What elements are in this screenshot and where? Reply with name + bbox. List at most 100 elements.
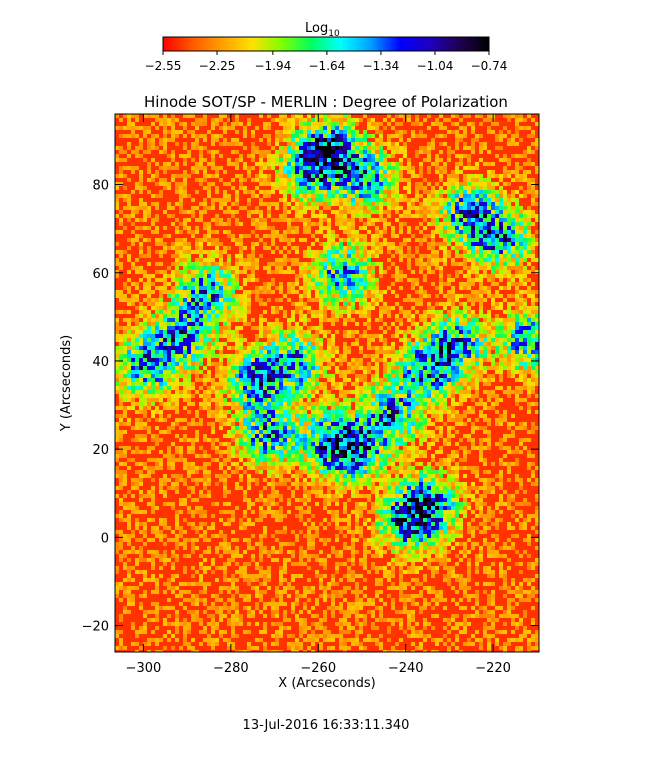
heatmap-cell (303, 238, 307, 242)
heatmap-cell (115, 354, 119, 358)
heatmap-cell (127, 194, 131, 198)
heatmap-cell (339, 242, 343, 246)
heatmap-cell (399, 198, 403, 202)
heatmap-cell (147, 142, 151, 146)
heatmap-cell (343, 190, 347, 194)
heatmap-cell (283, 166, 287, 170)
heatmap-cell (295, 326, 299, 330)
heatmap-cell (439, 202, 443, 206)
heatmap-cell (463, 242, 467, 246)
heatmap-cell (147, 314, 151, 318)
heatmap-cell (407, 310, 411, 314)
heatmap-cell (487, 358, 491, 362)
heatmap-cell (155, 378, 159, 382)
heatmap-cell (431, 326, 435, 330)
heatmap-cell (367, 334, 371, 338)
heatmap-cell (507, 302, 511, 306)
heatmap-cell (395, 134, 399, 138)
heatmap-cell (367, 274, 371, 278)
heatmap-cell (335, 370, 339, 374)
heatmap-cell (399, 362, 403, 366)
heatmap-cell (295, 322, 299, 326)
heatmap-cell (207, 346, 211, 350)
heatmap-cell (247, 294, 251, 298)
heatmap-cell (387, 154, 391, 158)
heatmap-cell (151, 230, 155, 234)
heatmap-cell (267, 338, 271, 342)
heatmap-cell (215, 294, 219, 298)
heatmap-cell (411, 198, 415, 202)
heatmap-cell (363, 354, 367, 358)
heatmap-cell (227, 126, 231, 130)
heatmap-cell (243, 234, 247, 238)
heatmap-cell (275, 354, 279, 358)
heatmap-cell (435, 226, 439, 230)
heatmap-cell (483, 274, 487, 278)
heatmap-cell (447, 322, 451, 326)
heatmap-cell (367, 242, 371, 246)
heatmap-cell (527, 342, 531, 346)
heatmap-cell (227, 218, 231, 222)
heatmap-cell (279, 362, 283, 366)
heatmap-cell (219, 262, 223, 266)
heatmap-cell (323, 234, 327, 238)
heatmap-cell (299, 374, 303, 378)
heatmap-cell (135, 286, 139, 290)
heatmap-cell (351, 302, 355, 306)
heatmap-cell (303, 302, 307, 306)
heatmap-cell (251, 366, 255, 370)
heatmap-cell (523, 322, 527, 326)
heatmap-cell (235, 302, 239, 306)
heatmap-cell (471, 166, 475, 170)
heatmap-cell (151, 314, 155, 318)
heatmap-cell (115, 294, 119, 298)
heatmap-cell (351, 142, 355, 146)
heatmap-cell (255, 298, 259, 302)
heatmap-cell (479, 146, 483, 150)
heatmap-cell (143, 322, 147, 326)
heatmap-cell (147, 278, 151, 282)
heatmap-cell (127, 178, 131, 182)
heatmap-cell (495, 290, 499, 294)
heatmap-cell (363, 274, 367, 278)
heatmap-cell (479, 334, 483, 338)
heatmap-cell (319, 318, 323, 322)
heatmap-cell (431, 322, 435, 326)
heatmap-cell (195, 190, 199, 194)
heatmap-cell (215, 290, 219, 294)
heatmap-cell (443, 198, 447, 202)
heatmap-cell (467, 182, 471, 186)
heatmap-cell (507, 242, 511, 246)
heatmap-cell (115, 330, 119, 334)
heatmap-cell (491, 374, 495, 378)
heatmap-cell (123, 318, 127, 322)
heatmap-cell (455, 114, 459, 118)
heatmap-cell (467, 370, 471, 374)
heatmap-cell (271, 230, 275, 234)
heatmap-cell (447, 282, 451, 286)
heatmap-cell (507, 210, 511, 214)
heatmap-cell (471, 230, 475, 234)
heatmap-cell (191, 334, 195, 338)
heatmap-cell (319, 194, 323, 198)
heatmap-cell (503, 182, 507, 186)
heatmap-cell (451, 226, 455, 230)
heatmap-cell (171, 130, 175, 134)
heatmap-cell (363, 282, 367, 286)
colorbar-tick-label: −1.94 (254, 59, 291, 73)
heatmap-cell (459, 270, 463, 274)
heatmap-cell (119, 374, 123, 378)
heatmap-cell (455, 338, 459, 342)
heatmap-cell (135, 238, 139, 242)
heatmap-cell (295, 186, 299, 190)
heatmap-cell (503, 214, 507, 218)
heatmap-cell (507, 294, 511, 298)
heatmap-cell (483, 322, 487, 326)
heatmap-cell (471, 318, 475, 322)
heatmap-cell (135, 234, 139, 238)
heatmap-cell (291, 162, 295, 166)
heatmap-cell (523, 298, 527, 302)
heatmap-cell (467, 298, 471, 302)
heatmap-cell (307, 134, 311, 138)
heatmap-cell (363, 226, 367, 230)
